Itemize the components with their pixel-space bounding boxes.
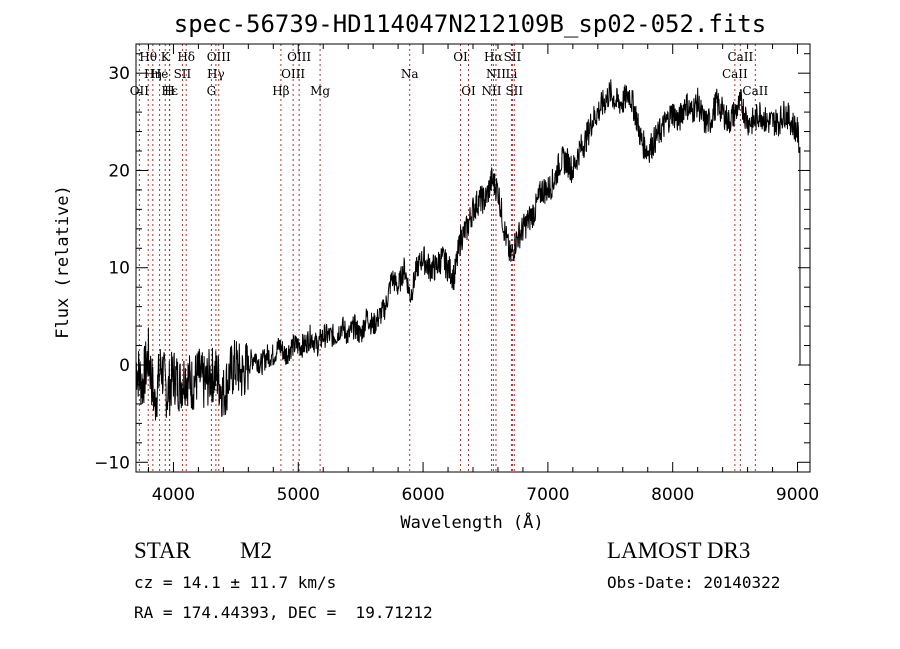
spectral-line-label: OII xyxy=(130,84,150,98)
object-class: STAR xyxy=(134,538,191,563)
x-tick-label: 7000 xyxy=(526,485,569,505)
spectral-line-label: OIII xyxy=(207,50,231,64)
spectral-line-label: He xyxy=(151,67,169,81)
spectral-line-label: H xyxy=(164,84,174,98)
spectral-line-label: Hγ xyxy=(207,67,225,81)
x-tick-label: 5000 xyxy=(277,485,320,505)
spectral-line-label: Hε xyxy=(161,84,178,98)
spectral-line-label: K xyxy=(161,50,171,64)
spectral-line-label: OIII xyxy=(287,50,311,64)
redshift-readout: cz = 14.1 ± 11.7 km/s xyxy=(134,573,337,592)
spectral-line-label: SII xyxy=(504,50,522,64)
spectral-line-label: NII xyxy=(481,84,501,98)
spectral-line-label: Hθ xyxy=(139,50,157,64)
spectral-line-label: OIII xyxy=(281,67,305,81)
spectral-line-label: CaII xyxy=(727,50,753,64)
spectral-line-label: Na xyxy=(401,67,419,81)
plot-frame xyxy=(135,43,811,473)
spectral-line-label: OI xyxy=(461,84,476,98)
object-subclass: M2 xyxy=(240,538,272,563)
y-axis-ticks: −10 0 10 20 30 xyxy=(94,53,810,473)
spectral-line-label: CaII xyxy=(742,84,768,98)
spectral-line-markers xyxy=(138,44,756,472)
y-tick-label: 20 xyxy=(108,161,130,181)
x-tick-label: 8000 xyxy=(651,485,694,505)
y-tick-label: −10 xyxy=(94,453,130,473)
chart-title: spec-56739-HD114047N212109B_sp02-052.fit… xyxy=(174,10,766,38)
survey-name: LAMOST DR3 xyxy=(607,538,751,563)
spectral-line-label: Mg xyxy=(310,84,330,98)
x-axis-label: Wavelength (Å) xyxy=(400,511,543,533)
spectral-line-label: Li xyxy=(506,67,518,81)
ra-dec: RA = 174.44393, DEC = 19.71212 xyxy=(134,603,433,622)
spectral-line-label: OI xyxy=(453,50,468,64)
x-tick-label: 4000 xyxy=(152,485,195,505)
spectral-line-label: CaII xyxy=(722,67,748,81)
x-tick-label: 9000 xyxy=(776,485,819,505)
y-tick-label: 30 xyxy=(108,64,130,84)
spectral-line-label: Hβ xyxy=(272,84,289,98)
y-tick-label: 10 xyxy=(108,259,130,279)
y-tick-label: 0 xyxy=(119,356,130,376)
spectral-line-label: Hη xyxy=(144,67,162,81)
flux-series-line xyxy=(135,79,801,421)
spectral-line-label: Hα xyxy=(484,50,503,64)
spectral-line-label: NII xyxy=(486,67,506,81)
spectral-line-label: SII xyxy=(505,84,523,98)
spectral-line-label: SII xyxy=(174,67,192,81)
y-axis-label: Flux (relative) xyxy=(53,185,73,339)
obs-date: Obs-Date: 20140322 xyxy=(607,573,781,592)
spectral-line-label: G xyxy=(207,84,217,98)
spectral-line-label: Hδ xyxy=(177,50,195,64)
x-tick-label: 6000 xyxy=(401,485,444,505)
x-axis-ticks: 4000 5000 6000 7000 8000 9000 xyxy=(147,44,819,505)
